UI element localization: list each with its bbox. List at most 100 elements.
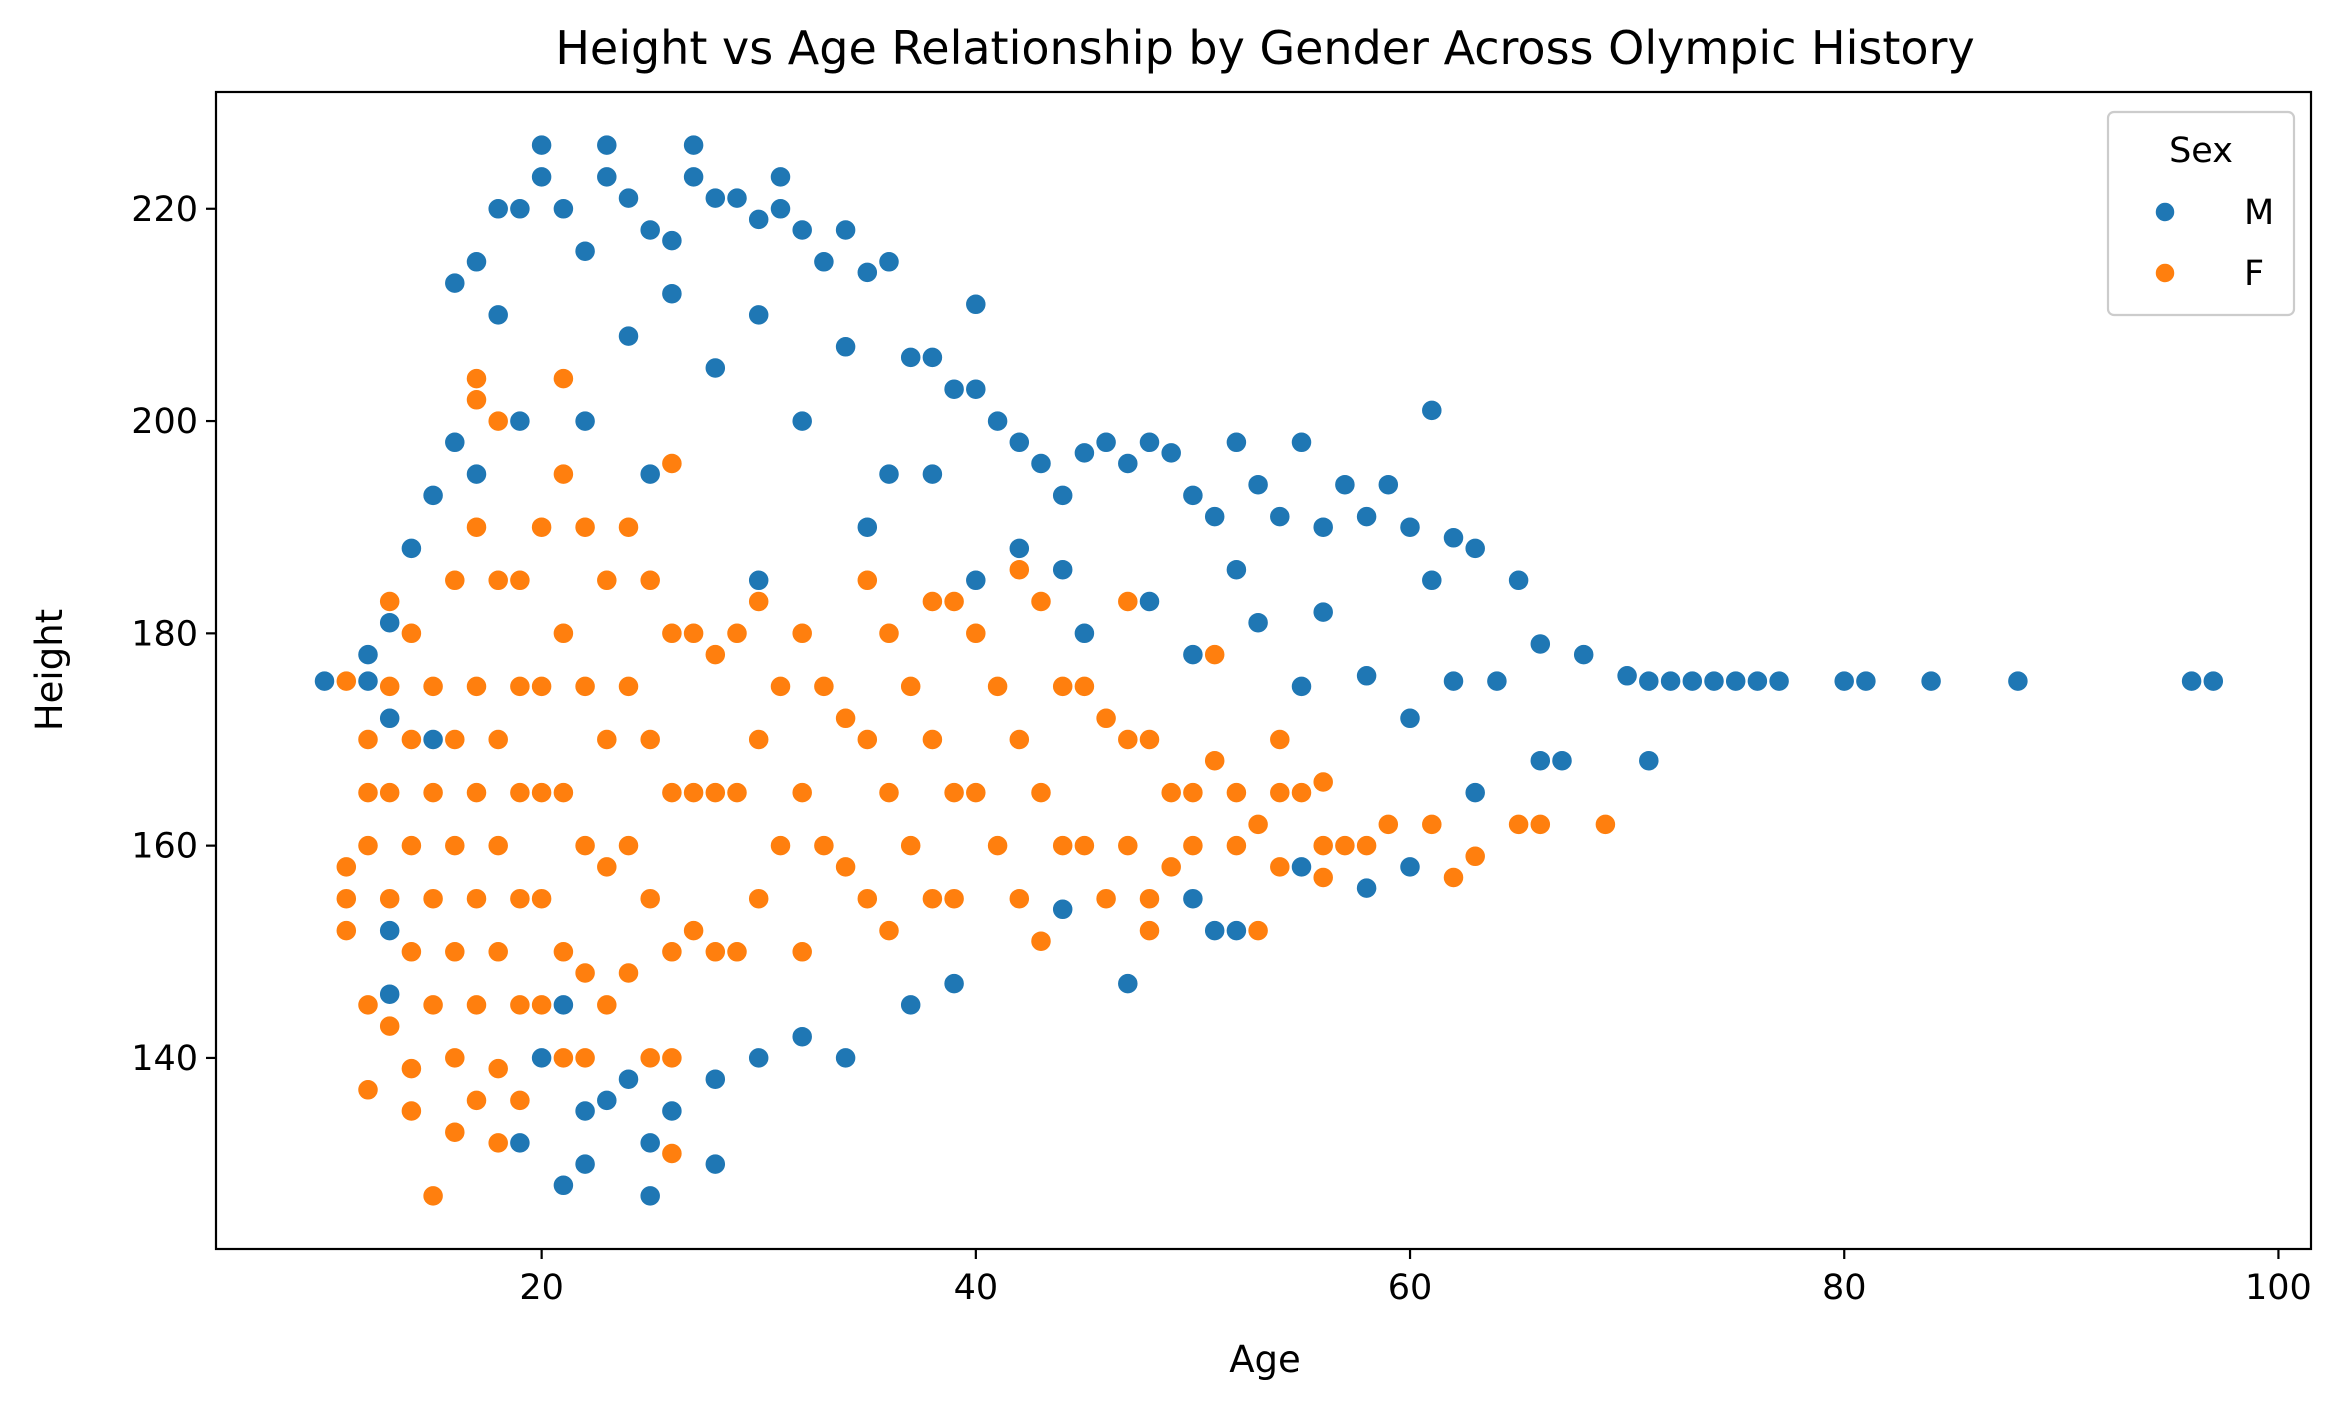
point-m <box>1529 632 1552 656</box>
point-f <box>508 1089 532 1112</box>
point-f <box>573 961 597 985</box>
point-f <box>1008 728 1031 751</box>
point-m <box>1420 399 1444 422</box>
point-m <box>704 186 727 210</box>
point-m <box>1832 669 1856 693</box>
point-f <box>356 728 380 751</box>
point-m <box>1659 669 1682 693</box>
x-tick-label: 80 <box>1822 1268 1867 1308</box>
point-f <box>834 855 857 879</box>
point-f <box>638 887 662 910</box>
point-m <box>1138 590 1161 613</box>
point-f <box>400 940 423 964</box>
point-f <box>400 622 423 645</box>
point-m <box>2006 669 2030 693</box>
point-f <box>552 622 575 645</box>
point-f <box>552 462 575 486</box>
point-f <box>1225 834 1248 857</box>
point-f <box>790 940 814 964</box>
point-f <box>552 1046 575 1070</box>
point-m <box>1550 749 1574 772</box>
y-tick-label: 200 <box>131 402 198 442</box>
point-f <box>443 940 467 964</box>
point-m <box>465 462 488 486</box>
point-f <box>530 887 553 910</box>
point-m <box>1181 484 1205 507</box>
y-tick-label: 180 <box>131 614 198 654</box>
point-m <box>1746 669 1769 693</box>
point-m <box>747 303 770 327</box>
point-f <box>899 675 922 698</box>
point-m <box>704 356 727 380</box>
point-f <box>1051 675 1074 698</box>
point-f <box>378 1014 401 1038</box>
point-f <box>552 367 575 390</box>
legend-marker-f <box>2154 262 2176 284</box>
point-f <box>486 940 510 964</box>
point-m <box>552 1174 575 1197</box>
point-f <box>400 728 423 751</box>
point-m <box>1225 919 1248 942</box>
point-f <box>899 834 922 857</box>
point-f <box>1029 929 1053 953</box>
point-f <box>1203 643 1226 666</box>
point-m <box>1420 569 1444 592</box>
point-m <box>942 377 966 401</box>
point-m <box>1485 669 1509 693</box>
point-f <box>508 993 532 1017</box>
point-f <box>856 887 879 910</box>
point-f <box>1094 887 1118 910</box>
point-f <box>747 590 770 613</box>
point-m <box>638 1131 662 1155</box>
point-f <box>356 1078 380 1102</box>
point-f <box>508 781 532 804</box>
point-m <box>508 1131 532 1155</box>
point-m <box>1094 431 1118 454</box>
point-m <box>856 261 879 284</box>
point-m <box>1203 919 1226 942</box>
point-f <box>682 919 705 942</box>
point-f <box>725 622 749 645</box>
point-m <box>378 707 401 730</box>
point-m <box>1637 749 1661 772</box>
point-m <box>877 462 901 486</box>
point-m <box>486 303 510 327</box>
point-f <box>1268 728 1292 751</box>
point-f <box>660 622 684 645</box>
point-f <box>443 834 467 857</box>
point-f <box>1225 781 1248 804</box>
y-tick-label: 220 <box>131 190 198 230</box>
point-f <box>552 781 575 804</box>
point-m <box>790 409 814 433</box>
legend-marker-m <box>2154 201 2176 223</box>
point-f <box>573 675 597 698</box>
point-f <box>921 887 944 910</box>
point-f <box>1159 855 1183 879</box>
point-m <box>1572 643 1595 666</box>
point-m <box>856 515 879 539</box>
point-f <box>421 993 445 1017</box>
x-tick-label: 40 <box>954 1268 999 1308</box>
point-m <box>378 919 401 942</box>
legend-label-m: M <box>2244 193 2274 233</box>
point-f <box>747 887 770 910</box>
point-f <box>335 669 358 693</box>
point-f <box>1029 590 1053 613</box>
point-f <box>573 1046 597 1070</box>
point-m <box>682 133 705 157</box>
point-f <box>964 781 988 804</box>
point-m <box>1138 431 1161 454</box>
point-f <box>465 1089 488 1112</box>
point-m <box>747 1046 770 1070</box>
point-m <box>313 669 336 693</box>
point-m <box>1073 622 1096 645</box>
point-f <box>1008 558 1031 581</box>
points-layer <box>313 133 2225 1208</box>
point-m <box>1268 505 1292 528</box>
point-m <box>595 1089 619 1112</box>
point-f <box>986 834 1009 857</box>
point-f <box>1420 813 1444 836</box>
point-f <box>378 675 401 698</box>
point-f <box>443 569 467 592</box>
point-f <box>660 1142 684 1165</box>
